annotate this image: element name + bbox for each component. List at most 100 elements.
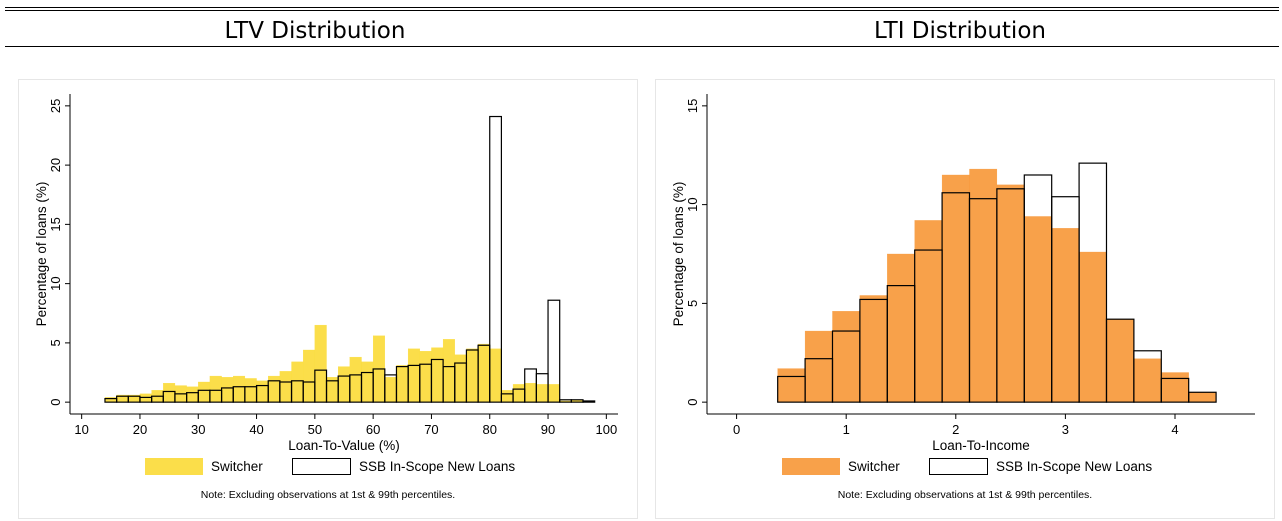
y-tick-label: 10 [685, 197, 700, 211]
series-ssb-in-scope [104, 115, 596, 403]
bar [547, 384, 560, 403]
legend: Switcher SSB In-Scope New Loans [145, 458, 515, 475]
bar [314, 324, 327, 403]
x-axis-title: Loan-To-Income [932, 438, 1030, 453]
bar [221, 377, 234, 403]
bar [1188, 391, 1217, 403]
bar [384, 377, 397, 403]
x-tick-label: 10 [74, 422, 88, 437]
bar [804, 330, 833, 403]
x-tick-label: 50 [308, 422, 322, 437]
bar [1024, 216, 1052, 403]
y-axis-title: Percentage of loans (%) [34, 182, 49, 327]
bar [233, 375, 246, 403]
bar [1078, 162, 1108, 403]
y-tick-label: 10 [48, 276, 63, 290]
bar [303, 349, 316, 403]
bar [268, 375, 281, 403]
top-rule [5, 7, 1279, 8]
chart-title-ltv: LTV Distribution [224, 18, 406, 44]
bar [1133, 358, 1162, 403]
x-tick-label: 30 [191, 422, 205, 437]
bar [1106, 319, 1135, 403]
chart-panel-lti: 0 5 10 15 0 1 2 3 4 Loan-To-Income Percentage of l… [655, 79, 1275, 519]
bar [431, 347, 444, 403]
legend-swatch-ssb [292, 458, 351, 475]
panel-frame [655, 79, 1275, 519]
chart-note: Note: Excluding observations at 1st & 99… [201, 489, 455, 501]
x-tick-label: 0 [733, 422, 740, 437]
chart-title-lti: LTI Distribution [874, 18, 1046, 44]
legend-label-switcher: Switcher [211, 459, 263, 474]
bar [547, 299, 561, 403]
bar [198, 381, 211, 403]
bar [1161, 372, 1189, 403]
bar [349, 356, 362, 403]
legend-swatch-ssb [929, 458, 988, 475]
bar [442, 339, 455, 403]
header-rule [5, 46, 1279, 47]
bar [279, 371, 292, 403]
legend-swatch-switcher [145, 458, 203, 475]
series-ssb-in-scope [777, 162, 1217, 403]
bar [291, 361, 304, 403]
bar [501, 390, 514, 403]
bar [209, 375, 222, 403]
bar [454, 354, 467, 403]
bar [1051, 228, 1080, 403]
bar [361, 361, 374, 403]
bar [489, 348, 502, 403]
y-tick-label: 0 [48, 399, 63, 406]
bar [163, 383, 176, 403]
bar [859, 295, 888, 403]
x-tick-label: 90 [541, 422, 555, 437]
y-tick-label: 15 [48, 217, 63, 231]
y-tick-label: 20 [48, 158, 63, 172]
legend-swatch-switcher [782, 458, 840, 475]
bar [244, 378, 257, 403]
y-axis-title: Percentage of loans (%) [671, 182, 686, 327]
x-tick-label: 20 [133, 422, 147, 437]
x-tick-label: 60 [366, 422, 380, 437]
legend-label-switcher: Switcher [848, 459, 900, 474]
bar [338, 366, 350, 403]
bar [969, 168, 998, 403]
bar [419, 351, 432, 403]
y-tick-label: 5 [48, 339, 63, 346]
x-tick-label: 4 [1171, 422, 1178, 437]
bar [1078, 251, 1107, 403]
bar [489, 115, 502, 403]
x-tick-label: 2 [952, 422, 959, 437]
bar [1133, 350, 1162, 403]
panel-frame [18, 79, 638, 519]
bar [407, 348, 420, 403]
bar [941, 174, 970, 403]
bar [832, 311, 861, 403]
x-tick-label: 40 [249, 422, 263, 437]
bar [582, 400, 596, 403]
x-tick-label: 1 [843, 422, 850, 437]
y-tick-label: 5 [685, 300, 700, 307]
series-switcher [777, 168, 1217, 403]
bar [256, 380, 269, 403]
series-switcher [104, 324, 584, 403]
bar [914, 220, 943, 403]
bar [477, 343, 490, 403]
x-axis-title: Loan-To-Value (%) [288, 438, 400, 453]
bar [524, 383, 537, 403]
x-tick-label: 80 [483, 422, 497, 437]
y-tick-label: 0 [685, 399, 700, 406]
legend: Switcher SSB In-Scope New Loans [782, 458, 1152, 475]
bar [1188, 392, 1217, 403]
bar [536, 384, 549, 403]
chart-note: Note: Excluding observations at 1st & 99… [838, 489, 1092, 501]
chart-ltv: 0 5 10 15 20 25 10 20 30 40 50 60 70 80 90 100 Loan-To-V… [18, 79, 638, 519]
bar [777, 368, 806, 403]
bar [396, 365, 409, 403]
x-tick-label: 100 [595, 422, 617, 437]
legend-label-ssb: SSB In-Scope New Loans [996, 459, 1152, 474]
bar [996, 184, 1025, 403]
bar [466, 348, 479, 403]
chart-lti: 0 5 10 15 0 1 2 3 4 Loan-To-Income Percentage of l… [655, 79, 1275, 519]
bar [186, 386, 199, 403]
